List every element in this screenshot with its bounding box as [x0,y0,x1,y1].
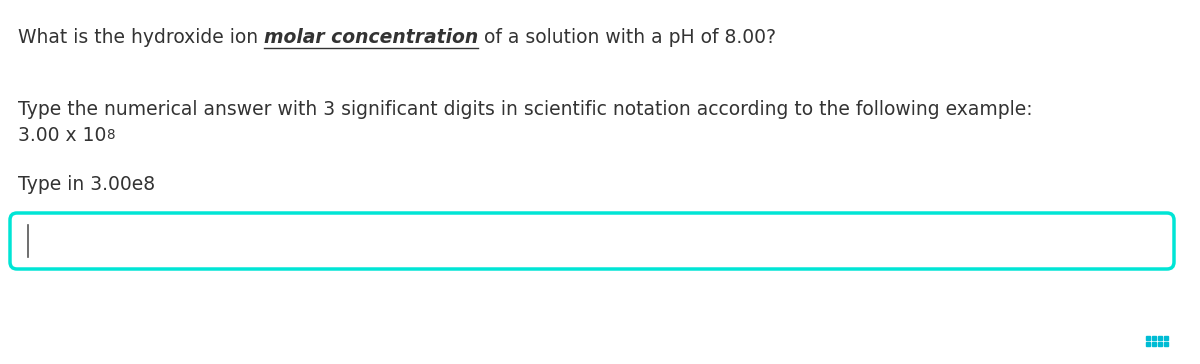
Text: molar concentration: molar concentration [264,28,479,47]
FancyBboxPatch shape [10,213,1174,269]
Text: of a solution with a pH of 8.00?: of a solution with a pH of 8.00? [479,28,776,47]
Text: 8: 8 [107,128,115,142]
Text: 3.00 x 10: 3.00 x 10 [18,126,107,145]
Text: Type in 3.00e8: Type in 3.00e8 [18,175,155,194]
Text: What is the hydroxide ion: What is the hydroxide ion [18,28,264,47]
Text: Type the numerical answer with 3 significant digits in scientific notation accor: Type the numerical answer with 3 signifi… [18,100,1033,119]
